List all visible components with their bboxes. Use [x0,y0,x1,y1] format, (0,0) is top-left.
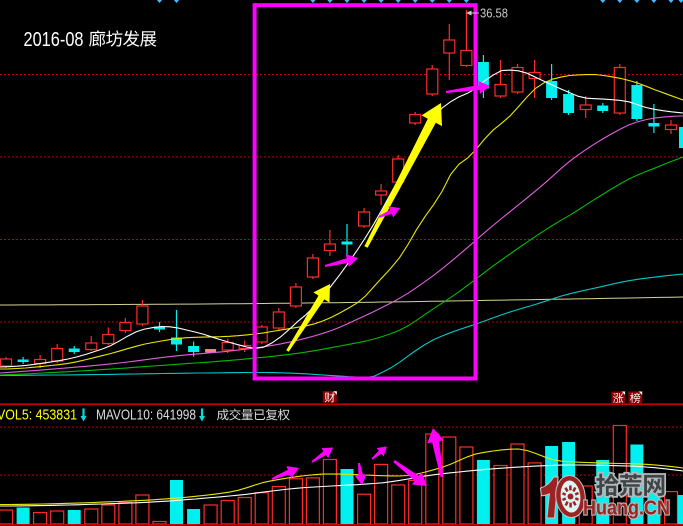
svg-text:MAVOL10: 641998: MAVOL10: 641998 [96,408,196,424]
svg-text:36.58: 36.58 [480,6,508,21]
svg-text:VOL5: 453831: VOL5: 453831 [0,408,77,424]
svg-text:2016-08: 2016-08 [24,28,84,51]
svg-text:Huang.CN: Huang.CN [583,498,670,520]
